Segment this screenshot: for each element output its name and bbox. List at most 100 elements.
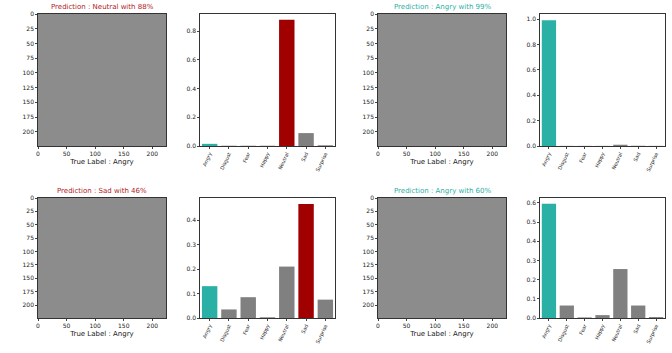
svg-text:25: 25: [26, 25, 34, 32]
svg-text:Neutral: Neutral: [277, 151, 290, 170]
svg-text:150: 150: [363, 274, 375, 281]
svg-text:100: 100: [23, 248, 35, 255]
svg-text:Happy: Happy: [593, 323, 606, 341]
svg-text:True Label : Angry: True Label : Angry: [409, 330, 473, 338]
svg-text:0: 0: [36, 150, 40, 157]
svg-text:100: 100: [23, 69, 35, 76]
svg-text:75: 75: [26, 234, 34, 241]
svg-text:200: 200: [147, 150, 159, 157]
svg-text:Prediction : Angry with 60%: Prediction : Angry with 60%: [394, 187, 491, 195]
svg-text:50: 50: [63, 150, 71, 157]
svg-text:25: 25: [26, 207, 34, 214]
svg-text:0: 0: [370, 10, 374, 17]
svg-text:0.3: 0.3: [186, 241, 196, 248]
svg-text:Neutral: Neutral: [610, 151, 623, 170]
svg-text:0.6: 0.6: [526, 199, 536, 206]
svg-text:0.4: 0.4: [186, 216, 196, 223]
svg-text:0.4: 0.4: [526, 91, 536, 98]
svg-text:50: 50: [26, 221, 34, 228]
svg-text:Sad: Sad: [632, 323, 641, 334]
svg-text:Fear: Fear: [578, 150, 588, 163]
svg-text:Disgust: Disgust: [219, 323, 233, 343]
svg-text:100: 100: [89, 150, 101, 157]
svg-text:0.4: 0.4: [526, 237, 536, 244]
svg-text:150: 150: [458, 150, 470, 157]
svg-text:Prediction : Neutral with 88%: Prediction : Neutral with 88%: [51, 3, 154, 11]
svg-text:75: 75: [26, 54, 34, 61]
svg-text:175: 175: [23, 113, 35, 120]
svg-text:Fear: Fear: [578, 322, 588, 335]
svg-text:150: 150: [363, 98, 375, 105]
svg-text:Neutral: Neutral: [277, 323, 290, 342]
svg-text:50: 50: [403, 150, 411, 157]
svg-text:0.5: 0.5: [526, 218, 536, 225]
svg-text:0: 0: [376, 150, 380, 157]
svg-text:150: 150: [118, 322, 130, 329]
svg-text:Disgust: Disgust: [557, 151, 571, 171]
svg-text:100: 100: [429, 150, 441, 157]
svg-text:Fear: Fear: [241, 150, 251, 163]
svg-text:0.2: 0.2: [186, 265, 196, 272]
svg-text:Happy: Happy: [258, 151, 271, 169]
svg-text:0.6: 0.6: [186, 56, 196, 63]
svg-text:150: 150: [458, 322, 470, 329]
svg-text:0.0: 0.0: [186, 142, 196, 149]
svg-text:Disgust: Disgust: [219, 151, 233, 171]
svg-text:Angry: Angry: [201, 323, 214, 339]
svg-text:0.0: 0.0: [526, 314, 536, 321]
svg-text:100: 100: [363, 69, 375, 76]
svg-text:Surprise: Surprise: [645, 323, 660, 345]
svg-text:25: 25: [366, 25, 374, 32]
svg-text:0: 0: [36, 322, 40, 329]
svg-text:Sad: Sad: [632, 151, 641, 162]
svg-text:0.2: 0.2: [186, 113, 196, 120]
svg-text:150: 150: [23, 274, 35, 281]
svg-text:100: 100: [429, 322, 441, 329]
svg-text:Prediction : Angry with 99%: Prediction : Angry with 99%: [394, 3, 491, 11]
svg-text:125: 125: [363, 84, 375, 91]
svg-text:Angry: Angry: [540, 151, 553, 167]
svg-text:0: 0: [30, 10, 34, 17]
svg-text:0: 0: [30, 194, 34, 201]
svg-text:0: 0: [370, 194, 374, 201]
svg-text:200: 200: [147, 322, 159, 329]
svg-text:75: 75: [366, 54, 374, 61]
svg-text:Angry: Angry: [201, 151, 214, 167]
svg-text:200: 200: [363, 128, 375, 135]
svg-text:125: 125: [363, 261, 375, 268]
svg-text:200: 200: [363, 301, 375, 308]
svg-text:125: 125: [23, 261, 35, 268]
svg-text:200: 200: [23, 128, 35, 135]
svg-text:200: 200: [487, 322, 499, 329]
svg-text:0.2: 0.2: [526, 117, 536, 124]
svg-text:100: 100: [89, 322, 101, 329]
svg-text:0.2: 0.2: [526, 276, 536, 283]
svg-text:True Label : Angry: True Label : Angry: [69, 330, 133, 338]
svg-text:True Label : Angry: True Label : Angry: [69, 158, 133, 166]
svg-text:0.0: 0.0: [186, 314, 196, 321]
svg-text:0.1: 0.1: [526, 295, 536, 302]
svg-text:50: 50: [366, 221, 374, 228]
svg-text:True Label : Angry: True Label : Angry: [409, 158, 473, 166]
svg-text:Sad: Sad: [300, 151, 309, 162]
svg-text:Prediction : Sad with 46%: Prediction : Sad with 46%: [57, 187, 147, 195]
svg-text:100: 100: [363, 248, 375, 255]
svg-text:0: 0: [376, 322, 380, 329]
svg-text:Surprise: Surprise: [645, 151, 660, 173]
svg-text:75: 75: [366, 234, 374, 241]
svg-text:Surprise: Surprise: [314, 151, 329, 173]
svg-text:200: 200: [487, 150, 499, 157]
svg-text:Neutral: Neutral: [610, 323, 623, 342]
svg-text:50: 50: [366, 40, 374, 47]
svg-text:Happy: Happy: [593, 151, 606, 169]
svg-text:Angry: Angry: [540, 323, 553, 339]
svg-text:50: 50: [63, 322, 71, 329]
svg-text:175: 175: [363, 113, 375, 120]
svg-text:0.3: 0.3: [526, 257, 536, 264]
svg-text:0.4: 0.4: [186, 85, 196, 92]
svg-text:0.6: 0.6: [526, 66, 536, 73]
svg-text:50: 50: [26, 40, 34, 47]
svg-text:200: 200: [23, 301, 35, 308]
svg-text:Disgust: Disgust: [557, 323, 571, 343]
svg-text:25: 25: [366, 207, 374, 214]
